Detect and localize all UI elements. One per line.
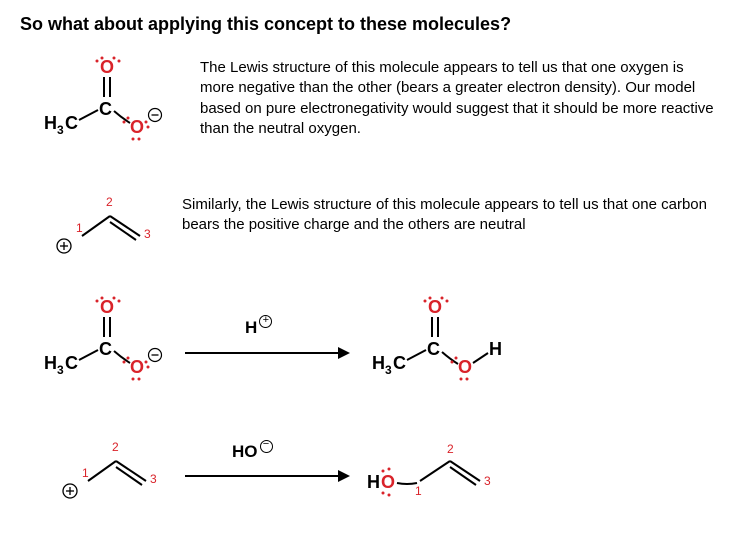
reaction-arrow-2: [185, 475, 340, 477]
svg-text:C: C: [99, 339, 112, 359]
acetate-reactant: H 3 C C O O: [42, 295, 182, 395]
svg-text:3: 3: [144, 227, 151, 241]
svg-text:3: 3: [150, 472, 157, 486]
svg-text:H: H: [44, 353, 57, 373]
allyl-cation-reactant: 1 2 3: [56, 433, 176, 508]
svg-text:C: C: [65, 113, 78, 133]
svg-text:H: H: [44, 113, 57, 133]
svg-text:O: O: [130, 117, 144, 137]
svg-text:1: 1: [82, 466, 89, 480]
reaction-arrow-1: [185, 352, 340, 354]
svg-text:O: O: [428, 297, 442, 317]
svg-text:3: 3: [57, 363, 64, 377]
allyl-alcohol-product: H O 1 2 3: [365, 433, 535, 508]
reaction-arrow-1-head: [338, 347, 350, 359]
svg-text:C: C: [427, 339, 440, 359]
svg-text:H: H: [367, 472, 380, 492]
reagent-h-plus: H+: [245, 318, 270, 338]
acetate-structure-1: H 3 C C O O: [42, 55, 182, 155]
svg-text:C: C: [65, 353, 78, 373]
svg-text:O: O: [100, 297, 114, 317]
svg-text:C: C: [99, 99, 112, 119]
svg-text:O: O: [100, 57, 114, 77]
page-title: So what about applying this concept to t…: [20, 14, 511, 35]
paragraph-2: Similarly, the Lewis structure of this m…: [182, 195, 712, 236]
svg-text:1: 1: [415, 484, 422, 498]
allyl-cation-structure: 1 2 3: [50, 188, 170, 263]
svg-text:2: 2: [106, 195, 113, 209]
reaction-arrow-2-head: [338, 470, 350, 482]
svg-text:O: O: [458, 357, 472, 377]
paragraph-1: The Lewis structure of this molecule app…: [200, 58, 715, 139]
svg-text:2: 2: [447, 442, 454, 456]
svg-text:3: 3: [484, 474, 491, 488]
reagent-hydroxide: HO−: [232, 442, 271, 462]
svg-text:C: C: [393, 353, 406, 373]
svg-text:O: O: [381, 472, 395, 492]
svg-text:H: H: [372, 353, 385, 373]
svg-text:H: H: [489, 339, 502, 359]
svg-text:O: O: [130, 357, 144, 377]
svg-text:3: 3: [385, 363, 392, 377]
svg-text:2: 2: [112, 440, 119, 454]
acetic-acid-product: H 3 C C O O H: [370, 295, 530, 395]
svg-text:3: 3: [57, 123, 64, 137]
svg-text:1: 1: [76, 221, 83, 235]
